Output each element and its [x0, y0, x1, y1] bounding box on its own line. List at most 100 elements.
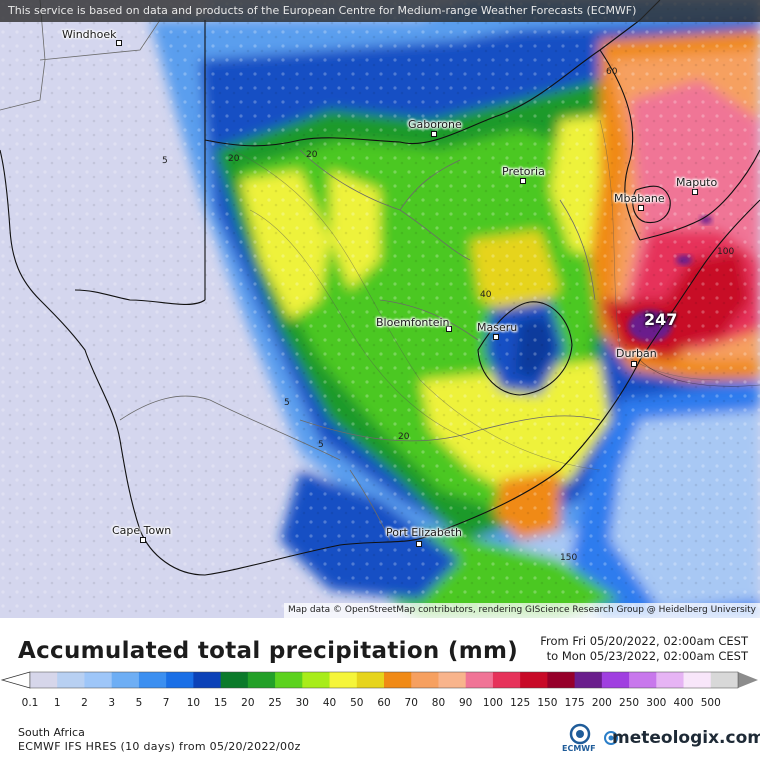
- scale-tick-label: 250: [619, 697, 640, 709]
- city-label-bloemfontein[interactable]: Bloemfontein: [376, 316, 450, 329]
- scale-swatch: [57, 672, 85, 688]
- scale-swatch: [384, 672, 412, 688]
- city-label-cape-town[interactable]: Cape Town: [112, 524, 172, 537]
- scale-tick-label: 25: [268, 697, 282, 709]
- isoline-label: 20: [398, 432, 410, 442]
- scale-swatch: [492, 672, 521, 688]
- scale-tick-label: 15: [213, 697, 228, 709]
- ecmwf-notice: This service is based on data and produc…: [0, 0, 760, 22]
- scale-swatch: [166, 672, 194, 688]
- map-canvas: [0, 0, 760, 618]
- pretoria-marker: [520, 178, 526, 184]
- scale-tick-label: 5: [135, 697, 143, 709]
- province-borders: [0, 0, 601, 541]
- city-label-gaborone[interactable]: Gaborone: [408, 118, 462, 131]
- scale-tick-label: 7: [162, 697, 170, 709]
- to-value: Mon 05/23/2022, 02:00am CEST: [561, 649, 748, 663]
- scale-swatch: [30, 672, 58, 688]
- scale-swatch: [247, 672, 276, 688]
- scale-swatch: [356, 672, 385, 688]
- legend-panel: Accumulated total precipitation (mm) Fro…: [0, 618, 760, 760]
- ecmwf-logo-icon: [569, 723, 591, 745]
- city-label-mbabane[interactable]: Mbabane: [614, 192, 665, 205]
- scale-tick-label: 70: [404, 697, 418, 709]
- map-attribution: Map data © OpenStreetMap contributors, r…: [284, 603, 760, 618]
- scale-tick-label: 125: [510, 697, 531, 709]
- scale-ticks: 0.1 1 2 3 5 7 10 15 20 25 30 40 50 60 70 80 90 100 125 150 1…: [0, 697, 760, 711]
- scale-tick-label: 100: [482, 697, 503, 709]
- isoline-label: 20: [228, 154, 240, 164]
- isolines: [209, 119, 721, 471]
- scale-swatch: [411, 672, 439, 688]
- mbabane-marker: [638, 205, 644, 211]
- scale-tick-label: 0.1: [21, 697, 39, 709]
- city-label-pretoria[interactable]: Pretoria: [502, 165, 545, 178]
- maputo-marker: [692, 189, 698, 195]
- scale-swatch: [574, 672, 603, 688]
- legend-title: Accumulated total precipitation (mm): [18, 638, 519, 664]
- valid-period: From Fri 05/20/2022, 02:00am CEST to Mon…: [540, 634, 748, 664]
- scale-swatch: [275, 672, 303, 688]
- isoline-label: 150: [560, 553, 578, 563]
- scale-tick-label: 40: [322, 697, 337, 709]
- scale-tick-label: 2: [81, 697, 88, 709]
- scale-swatch: [193, 672, 222, 688]
- scale-tick-label: 200: [591, 697, 612, 709]
- bloemfontein-marker: [446, 326, 452, 332]
- scale-tick-label: 20: [241, 697, 255, 709]
- city-label-maseru[interactable]: Maseru: [477, 321, 518, 334]
- scale-tick-label: 500: [700, 697, 721, 709]
- isoline-label: 5: [284, 398, 290, 408]
- isoline-label: 40: [480, 290, 492, 300]
- scale-tick-label: 1: [53, 697, 61, 709]
- ecmwf-text: ECMWF: [562, 744, 596, 753]
- scale-tick-label: 10: [186, 697, 201, 709]
- scale-swatch: [438, 672, 467, 688]
- scale-tick-label: 80: [431, 697, 446, 709]
- city-label-port-elizabeth[interactable]: Port Elizabeth: [386, 526, 462, 539]
- scale-swatch: [683, 672, 712, 688]
- scale-swatch: [138, 672, 167, 688]
- scale-tick-label: 90: [459, 697, 473, 709]
- scale-tick-label: 400: [673, 697, 694, 709]
- max-value-label: 247: [644, 310, 678, 329]
- city-label-maputo[interactable]: Maputo: [676, 176, 718, 189]
- scale-swatch: [329, 672, 358, 688]
- scale-swatch: [220, 672, 249, 688]
- brand-name[interactable]: meteologix.com: [612, 728, 760, 748]
- from-value: Fri 05/20/2022, 02:00am CEST: [572, 634, 748, 648]
- durban-marker: [631, 361, 637, 367]
- scale-tick-label: 300: [646, 697, 667, 709]
- meteologix-logo-icon: [604, 731, 618, 745]
- color-scale: [0, 671, 758, 689]
- isoline-label: 60: [606, 67, 618, 77]
- maseru-marker: [493, 334, 499, 340]
- cape-town-marker: [140, 537, 146, 543]
- scale-swatch: [601, 672, 630, 688]
- region-name: South Africa: [18, 726, 85, 739]
- model-info: ECMWF IFS HRES (10 days) from 05/20/2022…: [18, 740, 301, 753]
- scale-swatch: [520, 672, 548, 688]
- port-elizabeth-marker: [416, 541, 422, 547]
- scale-swatch: [656, 672, 685, 688]
- scale-swatch: [710, 672, 739, 688]
- scale-swatch: [111, 672, 140, 688]
- isoline-label: 20: [306, 150, 318, 160]
- scale-swatch: [629, 672, 657, 688]
- from-label: From: [540, 634, 569, 648]
- scale-tick-label: 50: [350, 697, 364, 709]
- scale-swatch: [547, 672, 576, 688]
- city-label-windhoek[interactable]: Windhoek: [62, 28, 117, 41]
- scale-tick-label: 30: [295, 697, 309, 709]
- isoline-label: 100: [717, 247, 735, 257]
- gaborone-marker: [431, 131, 437, 137]
- windhoek-marker: [116, 40, 122, 46]
- scale-swatch: [465, 672, 494, 688]
- scale-tick-label: 175: [564, 697, 585, 709]
- scale-right-arrow: [738, 672, 758, 688]
- city-label-durban[interactable]: Durban: [616, 347, 657, 360]
- scale-tick-label: 3: [108, 697, 116, 709]
- precipitation-map[interactable]: This service is based on data and produc…: [0, 0, 760, 618]
- scale-outline: [29, 671, 739, 689]
- scale-left-arrow: [0, 671, 31, 689]
